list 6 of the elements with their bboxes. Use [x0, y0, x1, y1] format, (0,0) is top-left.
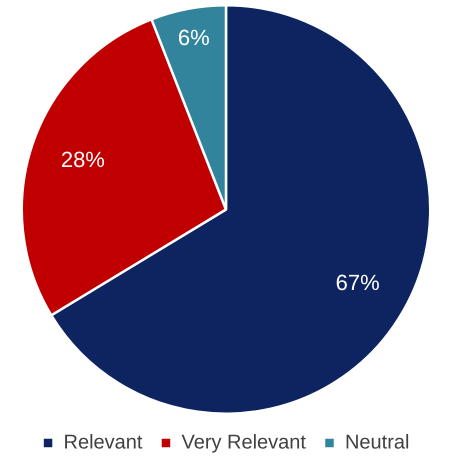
- data-label: 6%: [178, 24, 210, 50]
- legend-label: Very Relevant: [181, 432, 306, 454]
- data-label: 28%: [60, 147, 105, 172]
- legend-label: Neutral: [344, 432, 410, 454]
- legend-label: Relevant: [64, 432, 143, 454]
- data-label: 67%: [336, 270, 380, 295]
